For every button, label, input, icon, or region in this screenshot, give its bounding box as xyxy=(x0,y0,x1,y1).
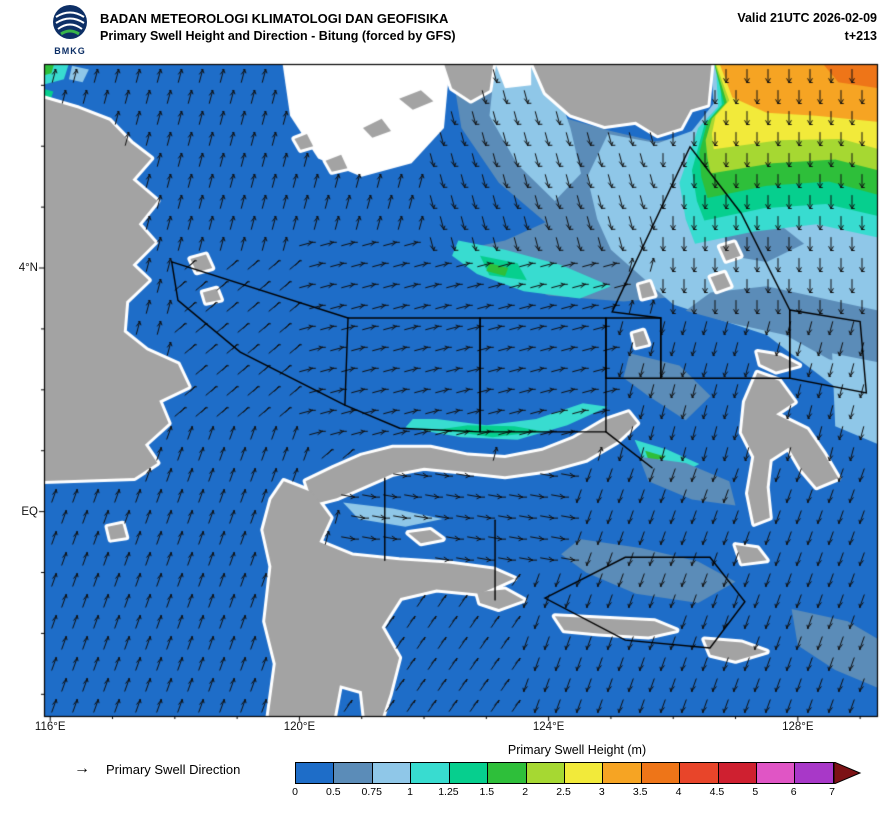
colorbar-segment xyxy=(603,763,642,783)
colorbar-tick-label: 6 xyxy=(790,786,797,798)
colorbar-tick-label: 1.5 xyxy=(479,786,495,798)
bmkg-logo-icon xyxy=(53,5,87,39)
colorbar-segment xyxy=(680,763,719,783)
colorbar-tick-label: 5 xyxy=(752,786,759,798)
colorbar-segment xyxy=(795,763,833,783)
direction-legend-label: Primary Swell Direction xyxy=(106,761,241,777)
colorbar-segment xyxy=(411,763,450,783)
colorbar-segment xyxy=(296,763,335,783)
colorbar-ticks: 0 0.5 0.75 1 1.25 1.5 2 2.5 3 3.5 4 4.5 5 6 7 xyxy=(292,786,835,800)
colorbar-segment xyxy=(757,763,796,783)
colorbar-segment xyxy=(372,763,412,783)
colorbar-tick-label: 0.5 xyxy=(326,786,341,798)
colorbar-tick-label: 1.25 xyxy=(438,786,459,798)
colorbar-tick-label: 0.75 xyxy=(361,786,382,798)
agency-title: BADAN METEOROLOGI KLIMATOLOGI DAN GEOFIS… xyxy=(100,11,449,26)
y-axis-label: EQ xyxy=(21,505,38,518)
colorbar-tick-label: 1 xyxy=(407,786,413,798)
x-axis-label: 128°E xyxy=(782,721,814,733)
timestep: t+213 xyxy=(844,29,877,43)
product-title: Primary Swell Height and Direction - Bit… xyxy=(100,29,456,43)
bmkg-logo-text: BMKG xyxy=(54,46,86,56)
colorbar-tick-label: 2 xyxy=(522,786,529,798)
valid-time: Valid 21UTC 2026-02-09 xyxy=(737,11,877,25)
colorbar-segment xyxy=(718,763,758,783)
colorbar-segment xyxy=(488,763,527,783)
colorbar-segment xyxy=(334,763,373,783)
colorbar-segments xyxy=(295,762,834,784)
bmkg-logo: BMKG xyxy=(46,3,94,56)
colorbar-tick-label: 3 xyxy=(598,786,605,798)
colorbar-segment xyxy=(641,763,681,783)
x-axis-label: 124°E xyxy=(532,721,565,733)
swell-direction-arrow-icon: → xyxy=(74,760,90,777)
colorbar-title: Primary Swell Height (m) xyxy=(507,743,647,757)
colorbar-segment xyxy=(526,763,565,783)
y-axis-label: 4°N xyxy=(18,262,38,274)
colorbar-segment xyxy=(449,763,489,783)
colorbar-tick-label: 7 xyxy=(829,786,835,798)
colorbar-arrow xyxy=(834,762,862,784)
colorbar-tick-label: 2.5 xyxy=(556,786,571,798)
colorbar-tick-label: 3.5 xyxy=(632,786,648,798)
colorbar-segment xyxy=(564,763,604,783)
colorbar-tick-label: 4 xyxy=(675,786,682,798)
x-axis-label: 120°E xyxy=(283,721,316,733)
colorbar-tick-label: 4.5 xyxy=(709,786,725,798)
direction-legend: → Primary Swell Direction xyxy=(74,760,240,778)
colorbar-tick-label: 0 xyxy=(292,786,298,798)
x-axis-label: 116°E xyxy=(34,721,66,733)
